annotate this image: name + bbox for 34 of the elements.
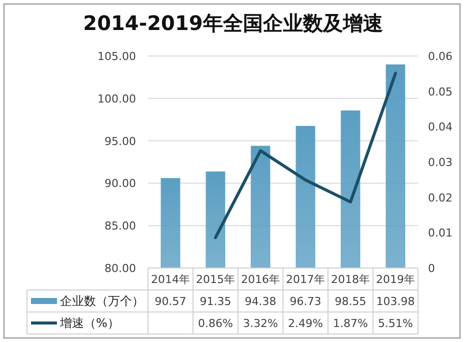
line-series [214,72,397,240]
data-label: 2.49% [288,317,323,330]
data-label: 3.32% [243,317,278,330]
y2-tick-label: 0 [428,262,435,275]
data-label: 1.87% [333,317,368,330]
y2-tick-label: 0.04 [428,120,452,134]
y2-tick-label: 0.01 [428,226,452,240]
data-label: 94.38 [244,295,276,308]
y2-tick-label: 0.02 [428,191,452,204]
data-label: 90.57 [154,295,186,308]
y-tick-label: 105.00 [98,50,136,63]
data-label: 91.35 [200,295,232,308]
data-label: 5.51% [378,317,413,330]
data-label: 103.98 [376,295,415,308]
y-tick-label: 95.00 [104,134,136,148]
y2-tick-label: 0.06 [428,50,452,63]
x-tick-label: 2019年 [376,273,415,286]
data-label: 0.86% [198,317,233,330]
y2-tick-label: 0.03 [428,156,452,169]
data-label: 98.55 [334,295,366,308]
y2-tick-label: 0.05 [428,85,452,98]
x-tick-label: 2018年 [331,273,370,286]
x-tick-label: 2016年 [241,273,280,286]
y-tick-label: 85.00 [104,220,136,233]
x-tick-label: 2017年 [286,273,325,286]
chart-title: 2014-2019年全国企业数及增速 [83,11,383,35]
y-tick-label: 100.00 [98,92,136,106]
data-label: 96.73 [290,295,322,308]
legend-label: 企业数（万个） [60,294,144,308]
legend-label: 增速（%） [59,316,120,330]
x-tick-label: 2014年 [151,273,190,286]
y-tick-label: 90.00 [104,177,136,190]
y-tick-label: 80.00 [104,262,136,275]
x-tick-label: 2015年 [196,273,235,286]
